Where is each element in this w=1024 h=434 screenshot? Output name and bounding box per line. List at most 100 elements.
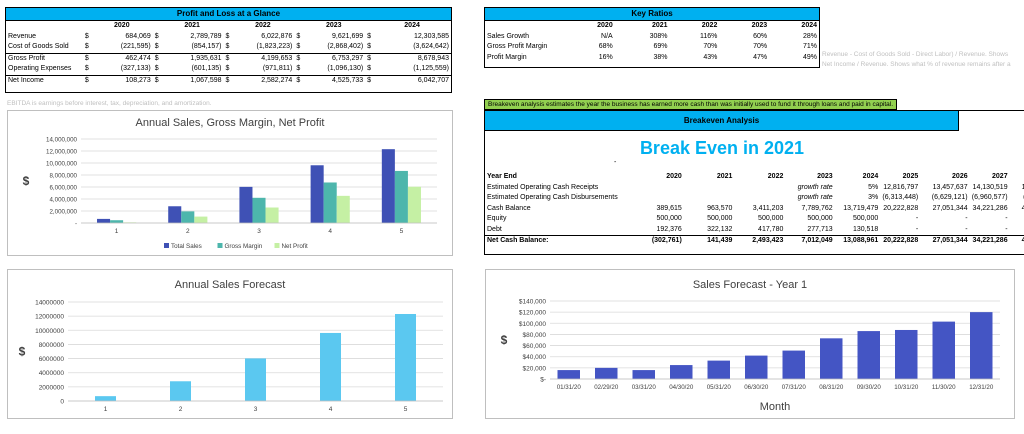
chart2-category-label: 1 [104, 406, 108, 413]
ratios-value: 116% [699, 32, 718, 40]
chart3-bar [932, 321, 955, 379]
pl-currency-symbol: $ [154, 76, 159, 84]
breakeven-value: - [915, 215, 919, 222]
chart3-category-label: 01/31/20 [557, 384, 582, 391]
ratios-value: 43% [703, 53, 718, 61]
breakeven-row-label: Cash Balance [487, 204, 531, 212]
chart2-bar [395, 313, 416, 401]
chart1-bar [323, 182, 337, 223]
breakeven-value: 500,000 [758, 215, 784, 222]
pl-currency-symbol: $ [82, 64, 91, 76]
chart3-svg: $140,000 $120,000 $100,000 $80,000 $60,000 $4… [501, 299, 1000, 413]
ratios-value: 70% [753, 43, 768, 50]
pl-value: 1,067,598 [190, 76, 222, 84]
chart3-title: Sales Forecast - Year 1 [692, 279, 808, 291]
chart1-bar [336, 195, 350, 223]
ratios-note-pm: Net Income / Revenue. Shows what % of re… [822, 61, 1011, 68]
breakeven-year-header: 2023 [817, 173, 833, 180]
pl-currency-symbol: $ [84, 54, 89, 62]
chart-sales-forecast-year1: Sales Forecast - Year 1 $140,000 $120,000… [485, 269, 1015, 419]
chart1-bar [381, 149, 395, 223]
chart3-bar [857, 331, 880, 379]
breakeven-value: 5% [868, 183, 879, 191]
breakeven-value: - [920, 224, 970, 236]
chart3-category-label: 07/31/20 [782, 384, 807, 391]
pl-currency-symbol: $ [296, 32, 301, 40]
breakeven-year-header: 2027 [992, 173, 1008, 180]
chart3-ytick-label: $40,000 [523, 354, 547, 361]
ratios-panel: Key Ratios 2020 2021 2022 2023 2024 Sales Gr… [484, 7, 820, 68]
breakeven-row-label: Debt [485, 224, 620, 236]
ratios-row: Sales Growth N/A 308% 116% 60% 28% [485, 32, 819, 43]
pl-currency-symbol: $ [225, 54, 230, 62]
breakeven-row: Debt 192,376 322,132 417,780 277,713 130,518-… [485, 224, 1024, 236]
breakeven-year-header: 2022 [767, 173, 784, 180]
pl-row: Gross Profit $462,474 $1,935,631 $4,199,653… [6, 53, 451, 64]
chart1-ytick-label: 14,000,000 [46, 137, 78, 144]
ratios-row-label: Gross Profit Margin [487, 43, 548, 50]
pl-currency-symbol: $ [225, 32, 230, 40]
chart2-ylabel: $ [19, 345, 26, 359]
breakeven-value: 13,088,961 [843, 237, 879, 244]
breakeven-panel: Breakeven Analysis Break Even in 2021 - … [484, 110, 1024, 255]
ratios-header-row: 2020 2021 2022 2023 2024 [485, 21, 819, 32]
chart3-bar [895, 329, 918, 379]
ratios-title: Key Ratios [485, 8, 819, 21]
pl-currency-symbol: $ [82, 42, 91, 54]
chart1-legend-label: Net Profit [282, 243, 308, 250]
chart1-legend-swatch [274, 243, 280, 248]
ratios-value: 16% [598, 53, 613, 61]
pl-row: Cost of Goods Sold $ (221,595) $ (854,157) $(… [6, 42, 451, 54]
chart2-bar [95, 396, 116, 401]
pl-header-spacer [153, 21, 161, 32]
pl-currency-symbol: $ [152, 64, 161, 76]
breakeven-row-label: Estimated Operating Cash Receipts [487, 183, 599, 191]
breakeven-value: growth rate [797, 183, 833, 191]
pl-value: (327,133) [90, 64, 153, 76]
pl-value: 2,789,789 [190, 32, 222, 40]
pl-row-label: Operating Expenses [6, 64, 83, 76]
breakeven-row: Cash Balance 389,615 963,570 3,411,203 7,789… [485, 204, 1024, 215]
chart2-category-label: 5 [404, 406, 408, 413]
pl-currency-symbol: $ [294, 64, 303, 76]
ratios-year-header: 2022 [701, 22, 718, 29]
pl-value: (1,823,223) [231, 42, 295, 54]
chart3-ytick-label: $60,000 [523, 343, 547, 350]
breakeven-value: 34,221,286 [972, 237, 1008, 244]
pl-currency-symbol: $ [296, 54, 301, 62]
chart1-ytick-label: 8,000,000 [49, 173, 77, 180]
chart3-ytick-label: $- [540, 377, 546, 384]
ratios-year-header: 2023 [751, 22, 768, 29]
pl-value: 684,069 [125, 32, 151, 40]
chart3-category-label: 09/30/20 [857, 384, 882, 391]
chart-annual-sales-margin-profit: Annual Sales, Gross Margin, Net Profit 1… [7, 110, 453, 256]
ratios-year-header: 2021 [651, 22, 668, 29]
breakeven-value [620, 183, 684, 194]
breakeven-value: 27,051,344 [932, 204, 968, 212]
breakeven-value: (6,313,448) [882, 194, 919, 201]
ratios-row-label: Profit Margin [487, 53, 527, 61]
chart3-bar [670, 365, 693, 379]
chart3-ylabel: $ [501, 333, 508, 347]
chart2-title: Annual Sales Forecast [174, 279, 286, 291]
chart1-ylabel: $ [23, 174, 30, 188]
pl-value: (221,595) [90, 42, 153, 54]
pl-row-label: Net Income [8, 76, 44, 84]
chart2-category-label: 3 [254, 406, 258, 413]
breakeven-year-header: 2025 [902, 173, 919, 180]
chart1-legend-swatch [217, 243, 223, 248]
pl-header-blank [6, 21, 83, 32]
chart3-category-label: 06/30/20 [744, 384, 769, 391]
breakeven-header-overflow [1010, 172, 1024, 183]
chart3-bar [820, 338, 843, 379]
ratios-row: Profit Margin 16% 38% 43% 47% 49% [485, 53, 819, 64]
chart1-bar [239, 186, 253, 223]
chart2-ytick-label: 10000000 [35, 328, 64, 335]
ratios-value: 60% [753, 32, 768, 40]
breakeven-value: 277,713 [785, 224, 835, 236]
chart2-ytick-label: 0 [60, 399, 64, 406]
chart1-category-label: 4 [328, 228, 332, 235]
chart3-ytick-label: $20,000 [523, 365, 547, 372]
pl-value: (601,135) [160, 64, 224, 76]
pl-year-header: 2021 [184, 22, 200, 29]
